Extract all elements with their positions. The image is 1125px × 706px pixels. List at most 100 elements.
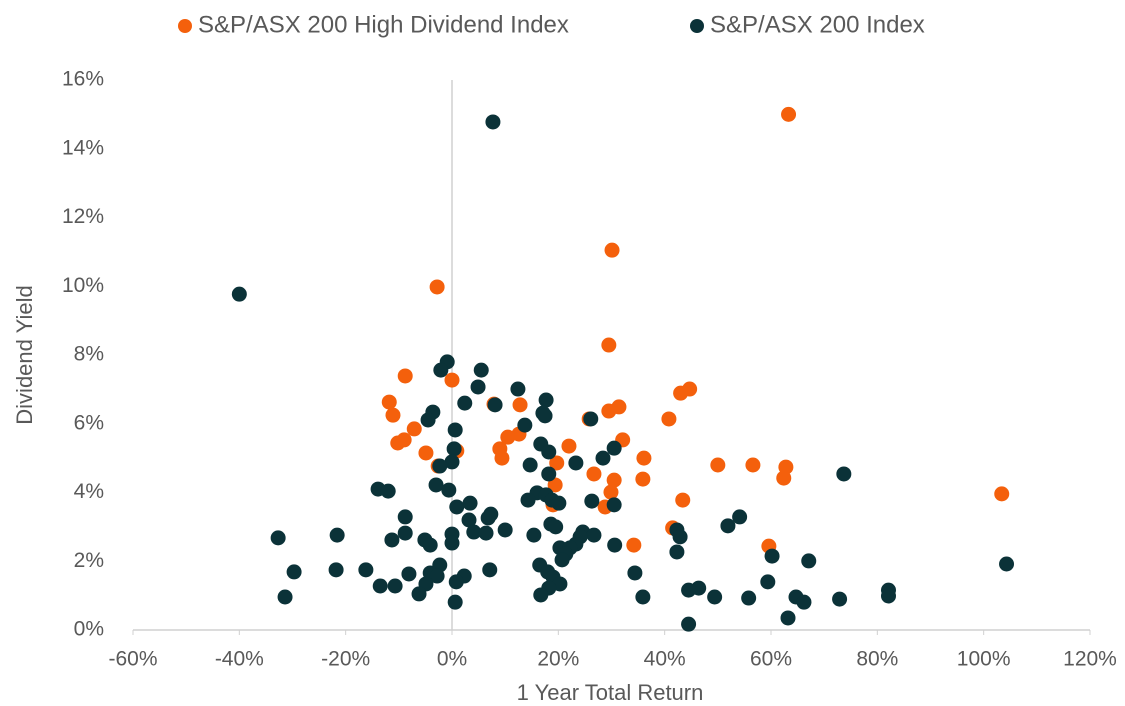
scatter-point bbox=[832, 591, 848, 607]
scatter-point bbox=[480, 510, 496, 526]
scatter-point bbox=[500, 429, 516, 445]
scatter-point bbox=[482, 562, 498, 578]
x-tick-label: 20% bbox=[537, 648, 579, 671]
scatter-point bbox=[466, 524, 482, 540]
scatter-point bbox=[470, 379, 486, 395]
scatter-point bbox=[512, 397, 528, 413]
scatter-point bbox=[710, 457, 726, 473]
scatter-point bbox=[586, 527, 602, 543]
scatter-point bbox=[401, 566, 417, 582]
scatter-point bbox=[586, 466, 602, 482]
scatter-point bbox=[411, 586, 427, 602]
scatter-point bbox=[432, 458, 448, 474]
scatter-point bbox=[635, 471, 651, 487]
scatter-point bbox=[447, 594, 463, 610]
scatter-point bbox=[745, 457, 761, 473]
x-tick-label: 80% bbox=[856, 648, 898, 671]
scatter-point bbox=[277, 589, 293, 605]
scatter-point bbox=[520, 492, 536, 508]
scatter-point bbox=[836, 466, 852, 482]
scatter-point bbox=[999, 556, 1015, 572]
scatter-point bbox=[447, 422, 463, 438]
scatter-point bbox=[681, 582, 697, 598]
scatter-point bbox=[444, 535, 460, 551]
scatter-point bbox=[384, 532, 400, 548]
scatter-point bbox=[636, 450, 652, 466]
scatter-point bbox=[626, 537, 642, 553]
x-tick-label: 100% bbox=[957, 648, 1011, 671]
scatter-point bbox=[510, 381, 526, 397]
scatter-point bbox=[448, 574, 464, 590]
y-tick-label: 6% bbox=[74, 411, 104, 434]
scatter-point bbox=[561, 438, 577, 454]
scatter-point bbox=[380, 483, 396, 499]
y-tick-label: 12% bbox=[62, 205, 104, 228]
scatter-point bbox=[406, 421, 422, 437]
scatter-point bbox=[549, 455, 565, 471]
scatter-point bbox=[606, 497, 622, 513]
x-tick-label: -20% bbox=[321, 648, 370, 671]
scatter-point bbox=[478, 525, 494, 541]
scatter-point bbox=[880, 588, 896, 604]
scatter-point bbox=[732, 509, 748, 525]
y-tick-label: 4% bbox=[74, 480, 104, 503]
scatter-point bbox=[420, 412, 436, 428]
scatter-point bbox=[781, 106, 797, 122]
scatter-point bbox=[603, 484, 619, 500]
scatter-point bbox=[494, 450, 510, 466]
x-tick-label: 40% bbox=[644, 648, 686, 671]
x-tick-label: 60% bbox=[750, 648, 792, 671]
scatter-point bbox=[397, 525, 413, 541]
y-tick-label: 2% bbox=[74, 549, 104, 572]
y-tick-label: 8% bbox=[74, 343, 104, 366]
scatter-point bbox=[526, 527, 542, 543]
scatter-point bbox=[444, 372, 460, 388]
scatter-point bbox=[720, 518, 736, 534]
x-tick-label: -40% bbox=[215, 648, 264, 671]
legend-marker bbox=[690, 19, 704, 33]
scatter-point bbox=[606, 440, 622, 456]
scatter-point bbox=[390, 435, 406, 451]
scatter-point bbox=[517, 417, 533, 433]
scatter-point bbox=[601, 403, 617, 419]
scatter-point bbox=[548, 519, 564, 535]
scatter-point bbox=[381, 394, 397, 410]
scatter-point bbox=[358, 562, 374, 578]
scatter-point bbox=[286, 564, 302, 580]
scatter-point bbox=[449, 499, 465, 515]
legend-label: S&P/ASX 200 Index bbox=[710, 11, 925, 38]
scatter-point bbox=[554, 552, 570, 568]
scatter-point bbox=[595, 450, 611, 466]
scatter-point bbox=[627, 565, 643, 581]
x-tick-label: 0% bbox=[437, 648, 467, 671]
y-tick-label: 14% bbox=[62, 136, 104, 159]
scatter-point bbox=[994, 486, 1010, 502]
scatter-point bbox=[606, 472, 622, 488]
scatter-point bbox=[328, 562, 344, 578]
scatter-point bbox=[675, 492, 691, 508]
scatter-point bbox=[429, 568, 445, 584]
scatter-point bbox=[669, 544, 685, 560]
scatter-point bbox=[428, 477, 444, 493]
y-tick-label: 10% bbox=[62, 274, 104, 297]
scatter-point bbox=[601, 337, 617, 353]
scatter-point bbox=[764, 548, 780, 564]
scatter-point bbox=[231, 286, 247, 302]
scatter-point bbox=[461, 512, 477, 528]
x-axis-label: 1 Year Total Return bbox=[517, 680, 704, 705]
scatter-point bbox=[547, 477, 563, 493]
scatter-point bbox=[801, 553, 817, 569]
scatter-point bbox=[776, 470, 792, 486]
scatter-point bbox=[673, 385, 689, 401]
scatter-point bbox=[537, 408, 553, 424]
scatter-point bbox=[487, 397, 503, 413]
legend-label: S&P/ASX 200 High Dividend Index bbox=[198, 11, 569, 38]
y-tick-label: 0% bbox=[74, 618, 104, 641]
scatter-point bbox=[462, 495, 478, 511]
scatter-point bbox=[387, 578, 403, 594]
scatter-point bbox=[672, 529, 688, 545]
scatter-point bbox=[497, 522, 513, 538]
scatter-point bbox=[604, 242, 620, 258]
scatter-point bbox=[429, 279, 445, 295]
scatter-point bbox=[584, 493, 600, 509]
